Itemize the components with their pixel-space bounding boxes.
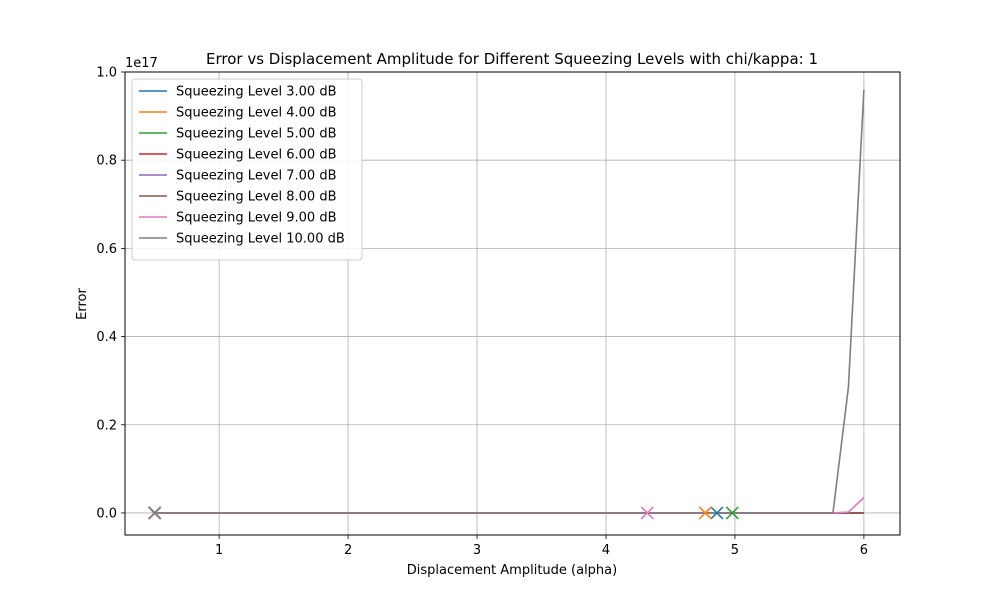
- x-tick-label: 4: [602, 543, 610, 558]
- y-tick-label: 0.6: [96, 242, 117, 257]
- marker-stroke: [148, 506, 162, 520]
- x-tick-label: 1: [215, 543, 223, 558]
- legend-label: Squeezing Level 8.00 dB: [176, 190, 337, 205]
- series-marker: [148, 506, 162, 520]
- marker-stroke: [710, 506, 724, 520]
- plot-frame: [124, 71, 901, 536]
- marker-stroke: [725, 506, 739, 520]
- x-tick-label: 6: [860, 543, 868, 558]
- x-tick-label: 5: [731, 543, 739, 558]
- series-line: [154, 89, 865, 514]
- series-marker: [710, 506, 724, 520]
- y-tick-label: 0.0: [96, 506, 117, 521]
- series-marker: [725, 506, 739, 520]
- legend-box: [131, 78, 363, 261]
- x-axis: 1 2 3 4 5 6: [215, 535, 868, 558]
- y-axis: 0.0 0.2 0.4 0.6 0.8 1.0: [96, 66, 125, 521]
- legend-label: Squeezing Level 9.00 dB: [176, 211, 337, 226]
- x-axis-label: Displacement Amplitude (alpha): [407, 563, 617, 578]
- series-marker: [640, 506, 654, 520]
- legend-label: Squeezing Level 3.00 dB: [176, 85, 337, 100]
- marker-stroke: [698, 506, 712, 520]
- series-lines: [154, 89, 865, 514]
- legend-label: Squeezing Level 6.00 dB: [176, 148, 337, 163]
- y-tick-label: 0.8: [96, 154, 117, 169]
- chart-title: Error vs Displacement Amplitude for Diff…: [206, 50, 818, 68]
- x-tick-label: 2: [344, 543, 352, 558]
- y-tick-label: 1.0: [96, 66, 117, 81]
- legend-label: Squeezing Level 7.00 dB: [176, 169, 337, 184]
- legend: Squeezing Level 3.00 dB Squeezing Level 4…: [131, 78, 363, 261]
- legend-label: Squeezing Level 4.00 dB: [176, 106, 337, 121]
- series-marker: [698, 506, 712, 520]
- legend-label: Squeezing Level 10.00 dB: [176, 232, 345, 247]
- y-axis-offset-label: 1e17: [125, 56, 158, 71]
- series-markers: [148, 506, 739, 520]
- y-tick-label: 0.2: [96, 418, 117, 433]
- legend-label: Squeezing Level 5.00 dB: [176, 127, 337, 142]
- y-axis-label: Error: [75, 288, 90, 320]
- y-tick-label: 0.4: [96, 330, 117, 345]
- marker-stroke: [640, 506, 654, 520]
- x-tick-label: 3: [473, 543, 481, 558]
